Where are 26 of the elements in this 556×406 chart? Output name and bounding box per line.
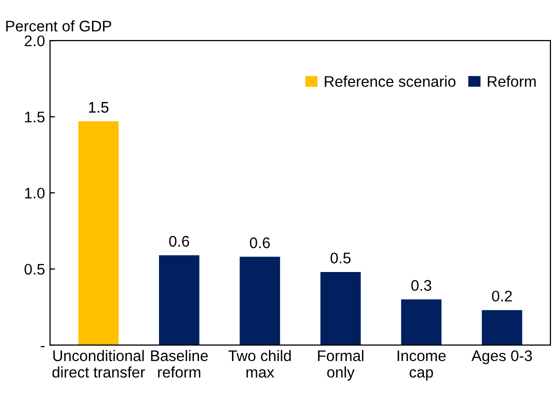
legend-label: Reference scenario bbox=[324, 76, 456, 87]
bar bbox=[78, 121, 119, 346]
bar bbox=[401, 299, 442, 346]
bar bbox=[320, 272, 361, 346]
bar bbox=[159, 255, 200, 346]
y-tick-label: 0.5 bbox=[24, 264, 45, 275]
x-tick-label: Formal only bbox=[318, 350, 364, 381]
y-tick-label: 2.0 bbox=[24, 35, 45, 46]
y-axis-title: Percent of GDP bbox=[6, 20, 112, 32]
y-tick-label: - bbox=[40, 346, 44, 348]
data-label: 0.2 bbox=[492, 290, 512, 302]
y-tick-label: 1.0 bbox=[25, 188, 45, 199]
data-label: 0.5 bbox=[330, 252, 351, 264]
bar bbox=[240, 256, 280, 346]
x-tick-label: Unconditional direct transfer bbox=[52, 350, 145, 378]
x-tick-label: Baseline reform bbox=[151, 350, 208, 378]
legend-label: Reform bbox=[488, 76, 536, 87]
data-label: 0.3 bbox=[411, 280, 432, 291]
data-label: 1.5 bbox=[89, 102, 108, 113]
x-tick-label: Ages 0-3 bbox=[471, 350, 532, 364]
bar bbox=[482, 310, 522, 346]
x-tick-label: Income cap bbox=[398, 350, 446, 381]
x-tick-label: Two child max bbox=[228, 350, 291, 378]
data-label: 0.6 bbox=[169, 236, 190, 247]
y-tick-label: 1.5 bbox=[25, 112, 45, 122]
data-label: 0.6 bbox=[250, 237, 270, 248]
